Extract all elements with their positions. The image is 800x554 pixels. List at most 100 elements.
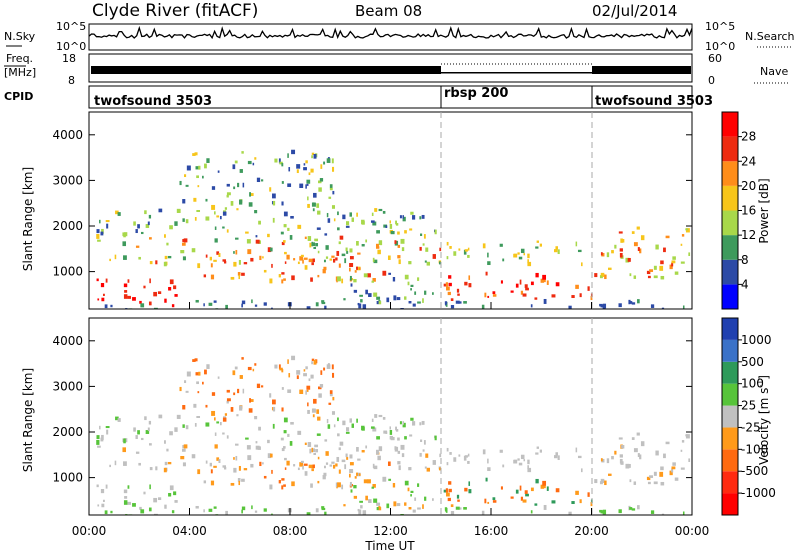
velocity-cell-509 <box>410 494 412 497</box>
power-cell-420 <box>502 258 505 262</box>
power-cell-486 <box>353 289 358 293</box>
power-cell-223 <box>182 199 186 204</box>
vel-cb-tick-label-0: -1000 <box>741 486 776 500</box>
velocity-cell-143 <box>147 427 150 432</box>
power-cell-496 <box>404 274 409 280</box>
velocity-cell-154 <box>194 423 197 427</box>
power-cell-111 <box>336 250 340 256</box>
velocity-cell-435 <box>625 463 630 469</box>
velocity-cell-24 <box>400 444 405 450</box>
velocity-cell-336 <box>317 480 320 484</box>
power-cell-539 <box>254 304 258 307</box>
power-y-axis: 1000 2000 3000 4000 <box>52 128 692 279</box>
velocity-cell-356 <box>297 467 300 471</box>
power-cell-437 <box>665 235 670 239</box>
power-cell-235 <box>288 167 291 172</box>
velocity-cell-487 <box>388 478 392 481</box>
vel-cb-swatch-7 <box>722 339 738 362</box>
power-cell-570 <box>360 299 363 303</box>
velocity-cell-207 <box>278 364 281 370</box>
power-cell-179 <box>337 211 339 216</box>
power-cell-100 <box>205 254 208 258</box>
velocity-cell-424 <box>487 467 491 472</box>
velocity-cell-52 <box>398 465 401 471</box>
velocity-cell-10 <box>124 496 128 499</box>
power-cell-449 <box>680 261 685 264</box>
power-cell-401 <box>463 249 467 255</box>
velocity-cell-416 <box>527 459 530 465</box>
power-cell-296 <box>194 152 198 156</box>
velocity-cell-317 <box>356 472 358 476</box>
vel-ytick-label-3: 4000 <box>52 334 83 348</box>
power-cell-421 <box>453 251 457 256</box>
velocity-cell-222 <box>232 370 236 376</box>
power-cell-392 <box>468 275 471 280</box>
power-cell-8 <box>171 304 175 308</box>
velocity-cell-448 <box>660 466 664 471</box>
power-cell-137 <box>272 217 275 223</box>
power-cell-447 <box>599 275 603 279</box>
power-cell-284 <box>311 202 316 207</box>
power-cell-394 <box>510 290 514 293</box>
velocity-cell-349 <box>349 462 354 466</box>
velocity-cell-263 <box>272 406 276 412</box>
velocity-cell-383 <box>492 500 497 503</box>
velocity-cell-333 <box>278 480 281 484</box>
velocity-cell-422 <box>449 452 452 455</box>
freq-band-2 <box>441 72 592 74</box>
power-cell-385 <box>515 283 519 288</box>
velocity-cell-355 <box>354 476 357 479</box>
velocity-cell-474 <box>621 444 625 449</box>
velocity-cell-535 <box>362 510 367 515</box>
power-cell-268 <box>274 158 278 163</box>
velocity-cell-43 <box>246 445 251 450</box>
velocity-cell-528 <box>315 508 319 513</box>
power-cell-331 <box>308 258 313 263</box>
xtick-label-5: 20:00 <box>574 524 609 538</box>
velocity-cell-172 <box>316 433 321 436</box>
velocity-cell-159 <box>385 431 388 434</box>
velocity-cell-351 <box>223 466 227 470</box>
velocity-cell-332 <box>283 484 286 487</box>
velocity-cell-376 <box>448 481 452 485</box>
velocity-cell-120 <box>283 430 287 434</box>
power-cell-298 <box>307 196 309 201</box>
power-cell-363 <box>525 287 529 291</box>
power-cell-383 <box>492 294 497 297</box>
velocity-cell-106 <box>424 466 427 469</box>
velocity-cell-202 <box>356 418 358 423</box>
power-cell-246 <box>310 168 314 173</box>
power-cb-swatch-4 <box>722 185 738 211</box>
velocity-cell-185 <box>390 436 395 441</box>
power-cell-403 <box>527 261 532 267</box>
velocity-cell-438 <box>614 450 617 455</box>
power-cell-16 <box>169 279 174 285</box>
velocity-cell-494 <box>408 507 412 510</box>
velocity-cell-30 <box>250 463 254 468</box>
velocity-cell-326 <box>367 479 371 484</box>
velocity-cell-218 <box>186 371 191 377</box>
velocity-cell-518 <box>208 508 213 512</box>
power-cell-372 <box>450 298 454 302</box>
velocity-cell-490 <box>414 497 417 501</box>
power-cell-359 <box>464 281 468 286</box>
velocity-cell-297 <box>312 414 315 418</box>
velocity-cell-485 <box>371 486 375 489</box>
velocity-cell-54 <box>422 449 425 452</box>
velocity-cell-103 <box>114 460 117 466</box>
velocity-y-label: Slant Range [km] <box>21 368 35 472</box>
power-cell-350 <box>210 263 213 268</box>
velocity-cell-348 <box>311 468 314 472</box>
velocity-cell-75 <box>183 444 188 449</box>
velocity-cell-346 <box>222 465 227 468</box>
power-cell-500 <box>378 301 382 305</box>
power-cell-31 <box>357 252 361 255</box>
power-cell-165 <box>410 211 414 215</box>
power-cell-527 <box>618 303 622 308</box>
power-cell-96 <box>313 246 317 250</box>
velocity-cell-119 <box>342 420 346 426</box>
power-cell-346 <box>222 259 227 262</box>
power-cell-280 <box>287 183 292 187</box>
power-cell-538 <box>376 300 379 305</box>
velocity-cell-449 <box>680 467 685 470</box>
